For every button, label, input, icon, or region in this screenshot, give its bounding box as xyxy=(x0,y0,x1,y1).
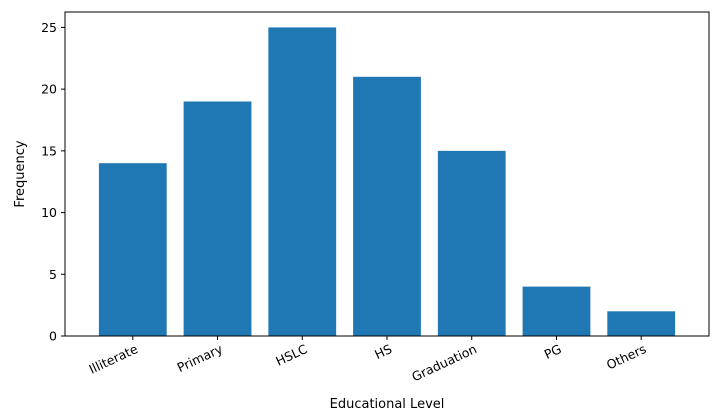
x-tick-label: HS xyxy=(372,341,394,362)
bar-others xyxy=(607,311,676,336)
bar-graduation xyxy=(437,150,506,336)
bar-primary xyxy=(183,101,252,336)
bar-pg xyxy=(522,286,591,336)
bar-hs xyxy=(353,76,421,337)
y-tick-label: 0 xyxy=(49,329,57,344)
y-axis: 0 5 10 15 20 25 xyxy=(41,20,65,344)
y-tick-label: 20 xyxy=(41,82,57,97)
bar-illiterate xyxy=(98,163,167,336)
y-tick-label: 10 xyxy=(41,205,57,220)
x-tick-label: PG xyxy=(542,341,564,362)
y-axis-label: Frequency xyxy=(13,140,28,207)
plot-frame xyxy=(64,11,710,337)
bars-group xyxy=(98,27,676,337)
x-axis-label: Educational Level xyxy=(330,397,445,412)
y-tick-label: 5 xyxy=(49,267,57,282)
y-tick-label: 25 xyxy=(41,20,57,35)
bar-hslc xyxy=(268,27,337,337)
y-tick-label: 15 xyxy=(41,143,57,158)
